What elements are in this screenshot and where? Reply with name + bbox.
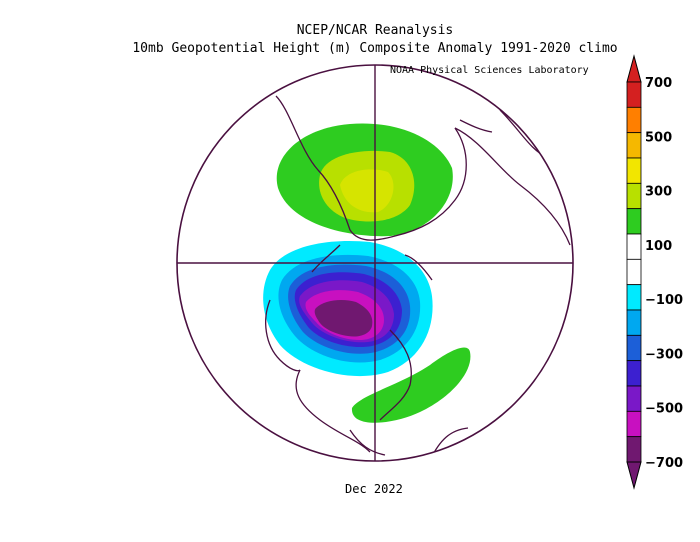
- colorbar-cell: [626, 157, 642, 184]
- colorbar-tick-label: −100: [645, 293, 683, 308]
- colorbar-bottom-arrow: [626, 461, 642, 490]
- colorbar-cell: [626, 208, 642, 235]
- positive-anomaly-siberia-300: [340, 169, 394, 213]
- negative-anomaly-700: [314, 300, 373, 337]
- colorbar-cell: [626, 81, 642, 108]
- chart-subtitle: 10mb Geopotential Height (m) Composite A…: [132, 41, 618, 56]
- colorbar-cell: [626, 309, 642, 336]
- credit-label: NOAA Physical Sciences Laboratory: [390, 65, 589, 76]
- chart-title: NCEP/NCAR Reanalysis: [296, 23, 454, 38]
- colorbar-cell: [626, 410, 642, 438]
- anomaly-field: [263, 95, 571, 461]
- colorbar-tick-label: −500: [645, 402, 683, 417]
- colorbar-cell: [626, 233, 642, 260]
- colorbar-cell: [626, 182, 642, 210]
- period-label: Dec 2022: [345, 482, 403, 496]
- colorbar-tick-label: −700: [645, 456, 683, 471]
- colorbar-cell: [626, 258, 642, 286]
- colorbar-tick-label: 700: [645, 76, 672, 91]
- colorbar-tick-label: 300: [645, 185, 672, 200]
- colorbar-ticks: 700 500 300 100 −100 −300 −500 −700: [645, 76, 683, 471]
- colorbar-tick-label: 100: [645, 239, 672, 254]
- colorbar-cell: [626, 284, 642, 311]
- colorbar-cell: [626, 132, 642, 159]
- positive-anomaly-atlantic-100: [351, 347, 471, 423]
- colorbar-cell: [626, 360, 642, 387]
- colorbar-cell: [626, 106, 642, 134]
- coastlines: [265, 95, 571, 461]
- colorbar-tick-label: −300: [645, 347, 683, 362]
- colorbar-cell: [626, 334, 642, 362]
- colorbar-tick-label: 500: [645, 130, 672, 145]
- colorbar-cells: [626, 54, 642, 490]
- colorbar-cell: [626, 436, 642, 463]
- colorbar-cell: [626, 385, 642, 412]
- colorbar-top-arrow: [626, 54, 642, 83]
